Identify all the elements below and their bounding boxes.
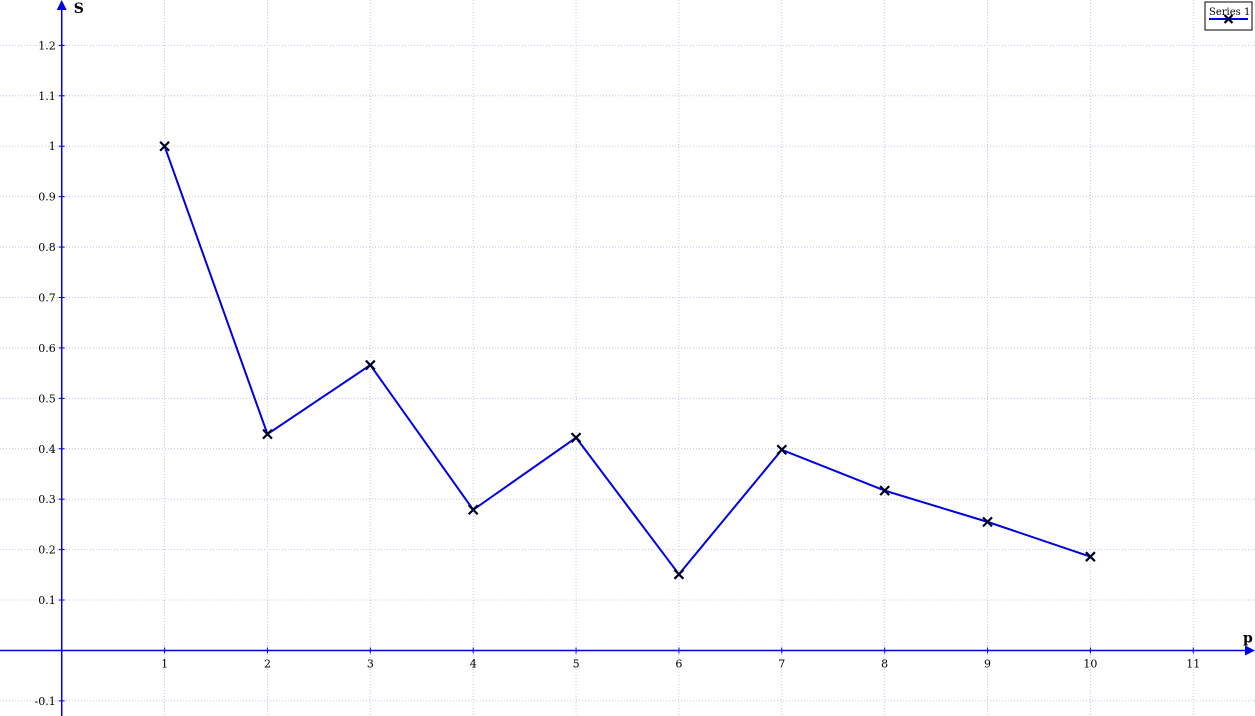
y-tick-label: 1 bbox=[49, 140, 56, 153]
y-tick-label: 1.2 bbox=[38, 39, 56, 52]
data-point-marker bbox=[365, 359, 376, 371]
data-point-marker bbox=[262, 428, 273, 440]
x-axis-arrow bbox=[1245, 645, 1255, 656]
series-line bbox=[163, 145, 1091, 576]
x-tick-label: 3 bbox=[367, 657, 374, 670]
x-tick-label: 10 bbox=[1083, 657, 1097, 670]
data-point-marker bbox=[467, 504, 479, 516]
marker-stroke bbox=[570, 432, 582, 443]
series bbox=[159, 140, 1096, 580]
x-tick-label: 1 bbox=[161, 657, 168, 670]
ticks: 1 2 3 4 5 6 7 8 9 10 11 -0.1 0.1 0.2 0.3 0.4 0.5 0.6 0.7 0.… bbox=[35, 39, 1201, 707]
y-tick-label: 0.6 bbox=[38, 342, 56, 355]
y-tick-label: 0.8 bbox=[38, 241, 56, 254]
marker-stroke bbox=[365, 359, 376, 371]
data-point-marker bbox=[570, 432, 582, 443]
y-tick-label: 0.2 bbox=[38, 544, 56, 557]
y-tick-label: 0.7 bbox=[38, 291, 56, 304]
marker-stroke bbox=[776, 444, 788, 456]
y-tick-label: 0.3 bbox=[38, 493, 56, 506]
x-tick-label: 2 bbox=[264, 657, 271, 670]
x-tick-label: 4 bbox=[470, 657, 477, 670]
data-point-marker bbox=[879, 485, 890, 496]
marker-stroke bbox=[982, 516, 993, 528]
marker-stroke bbox=[879, 485, 890, 496]
legend-marker bbox=[1223, 14, 1234, 24]
y-tick-label: -0.1 bbox=[35, 695, 56, 708]
legend-entry-label: Series 1 bbox=[1209, 7, 1250, 18]
marker-stroke bbox=[673, 569, 685, 580]
legend-box bbox=[1204, 1, 1253, 31]
y-tick-label: 0.4 bbox=[38, 443, 56, 456]
legend: Series 1 bbox=[1204, 1, 1253, 31]
x-axis-label: p bbox=[1243, 630, 1253, 646]
marker-stroke bbox=[262, 428, 273, 440]
x-tick-label: 11 bbox=[1186, 657, 1200, 670]
y-tick-label: 0.1 bbox=[38, 594, 56, 607]
data-point-marker bbox=[673, 569, 685, 580]
marker-stroke bbox=[1085, 551, 1096, 562]
y-tick-label: 1.1 bbox=[38, 90, 56, 103]
x-tick-label: 7 bbox=[778, 657, 785, 670]
marker-stroke bbox=[1223, 14, 1234, 24]
data-point-marker bbox=[776, 444, 788, 456]
y-tick-label: 0.5 bbox=[38, 392, 56, 405]
data-point-marker bbox=[1085, 551, 1096, 562]
x-tick-label: 5 bbox=[573, 657, 580, 670]
x-tick-label: 6 bbox=[675, 657, 682, 670]
y-tick-label: 0.9 bbox=[38, 191, 56, 204]
x-tick-label: 8 bbox=[881, 657, 888, 670]
data-point-marker bbox=[159, 140, 170, 152]
data-point-marker bbox=[982, 516, 993, 528]
x-tick-label: 9 bbox=[984, 657, 991, 670]
marker-stroke bbox=[159, 140, 170, 152]
marker-stroke bbox=[467, 504, 479, 516]
y-axis-arrow bbox=[56, 0, 67, 10]
y-axis-label: S bbox=[74, 1, 84, 17]
